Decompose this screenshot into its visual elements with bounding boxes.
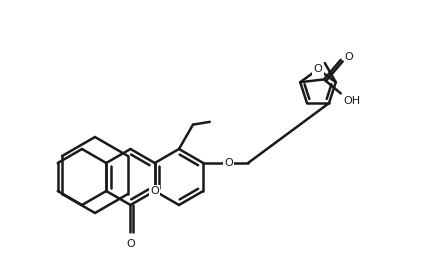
Text: O: O bbox=[150, 186, 159, 196]
Text: O: O bbox=[345, 52, 354, 62]
Text: O: O bbox=[224, 158, 233, 168]
Text: O: O bbox=[314, 64, 323, 74]
Text: OH: OH bbox=[344, 96, 361, 106]
Text: O: O bbox=[126, 239, 135, 249]
